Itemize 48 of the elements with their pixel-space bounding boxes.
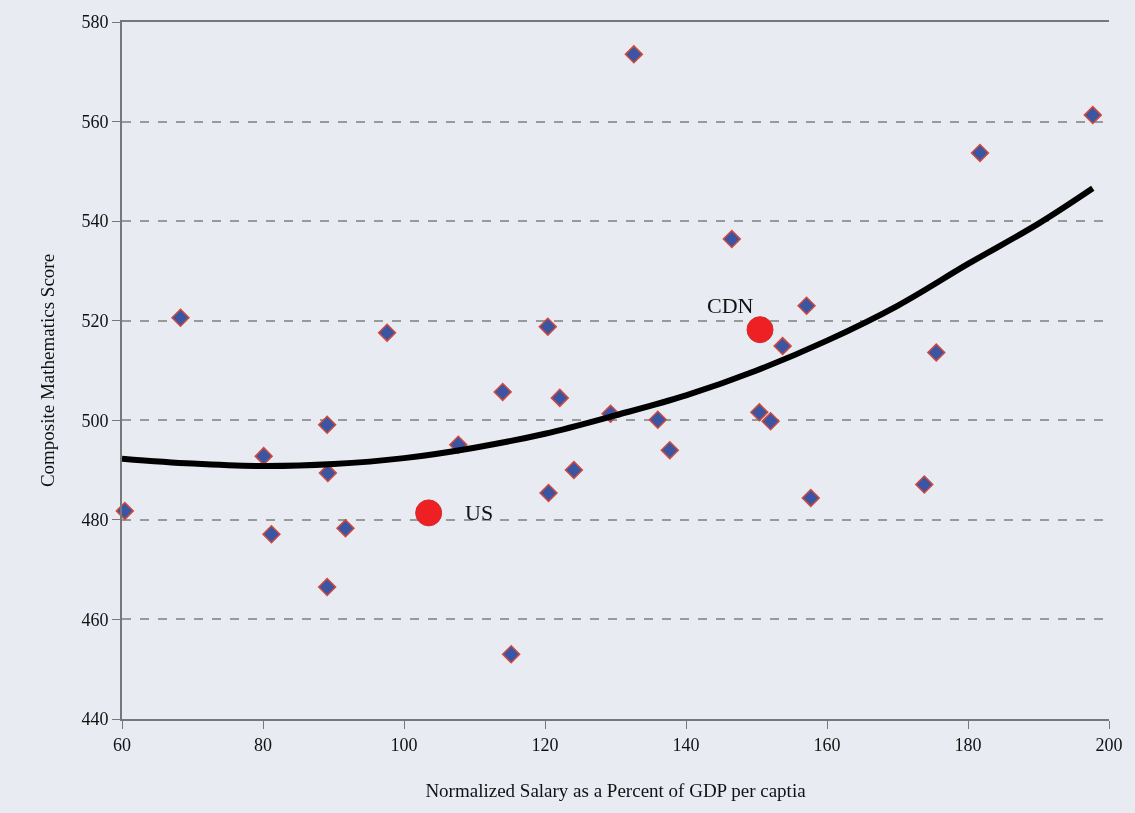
point xyxy=(660,440,679,460)
x-tick-label: 140 xyxy=(672,734,700,755)
point xyxy=(538,317,558,336)
y-tick-label: 560 xyxy=(81,111,109,132)
x-tick-label: 80 xyxy=(254,734,272,755)
point xyxy=(254,446,273,466)
point xyxy=(317,577,337,597)
point xyxy=(317,415,337,434)
point xyxy=(722,229,742,249)
point xyxy=(262,525,281,544)
point xyxy=(927,343,946,362)
y-tick-label: 500 xyxy=(81,410,109,431)
point xyxy=(1083,105,1102,125)
x-tick-label: 160 xyxy=(813,734,841,755)
point xyxy=(415,499,443,527)
x-tick-label: 180 xyxy=(954,734,982,755)
point xyxy=(797,296,816,315)
y-tick-label: 580 xyxy=(81,12,109,33)
point xyxy=(648,410,667,429)
point xyxy=(801,488,820,508)
y-tick-label: 480 xyxy=(81,510,109,531)
point xyxy=(501,645,521,664)
annotation: US xyxy=(465,500,494,525)
x-tick-label: 60 xyxy=(113,734,131,755)
point xyxy=(171,308,190,327)
y-tick-label: 440 xyxy=(81,709,109,730)
x-tick-label: 100 xyxy=(390,734,418,755)
x-tick-label: 200 xyxy=(1095,734,1123,755)
y-axis-title: Composite Mathematics Score xyxy=(36,253,58,488)
point xyxy=(550,388,569,408)
annotation: CDN xyxy=(707,293,754,318)
point xyxy=(336,519,355,538)
y-tick-label: 520 xyxy=(81,311,109,332)
point xyxy=(564,460,584,480)
point xyxy=(746,316,774,344)
point xyxy=(493,382,512,402)
point xyxy=(761,412,780,431)
x-axis-title: Normalized Salary as a Percent of GDP per captia xyxy=(425,779,807,801)
point xyxy=(750,403,769,422)
point xyxy=(377,323,397,342)
y-tick-label: 540 xyxy=(81,211,109,232)
point xyxy=(624,45,644,64)
x-tick-label: 120 xyxy=(531,734,559,755)
point xyxy=(970,143,990,163)
point xyxy=(915,475,934,494)
y-tick-label: 460 xyxy=(81,609,109,630)
point xyxy=(539,483,558,503)
point xyxy=(773,336,792,356)
